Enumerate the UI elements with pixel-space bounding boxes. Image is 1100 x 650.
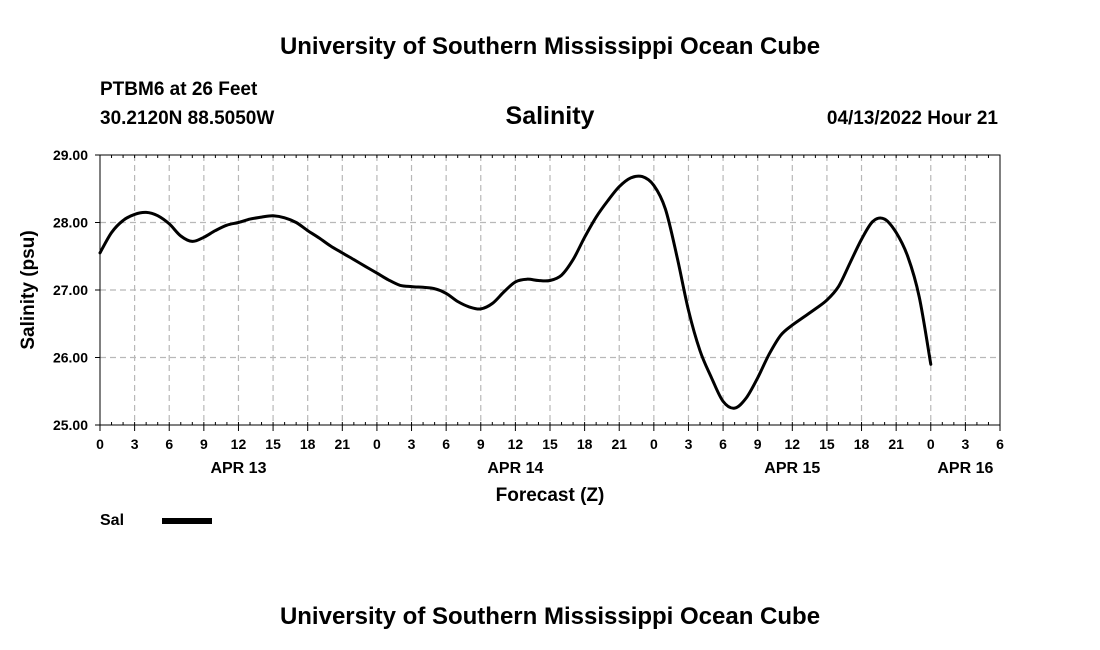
x-tick-label: 0	[927, 436, 935, 452]
x-tick-label: 0	[373, 436, 381, 452]
date-label: APR 15	[764, 460, 820, 477]
y-tick-label: 26.00	[53, 350, 88, 366]
station-label: PTBM6 at 26 Feet	[100, 79, 258, 100]
y-tick-label: 27.00	[53, 282, 88, 298]
y-tick-label: 29.00	[53, 147, 88, 163]
x-tick-label: 21	[888, 436, 904, 452]
x-tick-label: 3	[961, 436, 969, 452]
x-tick-label: 6	[996, 436, 1004, 452]
x-tick-label: 9	[477, 436, 485, 452]
axis-ticks	[95, 154, 1001, 431]
x-tick-label: 0	[96, 436, 104, 452]
x-tick-label: 12	[508, 436, 524, 452]
x-tick-label: 3	[131, 436, 139, 452]
x-tick-label: 15	[542, 436, 558, 452]
y-tick-label: 25.00	[53, 417, 88, 433]
x-tick-label: 3	[408, 436, 416, 452]
x-tick-label: 3	[685, 436, 693, 452]
x-tick-label: 0	[650, 436, 658, 452]
x-tick-label: 18	[577, 436, 593, 452]
y-axis-label: Salinity (psu)	[18, 230, 39, 349]
date-labels: APR 13 APR 14 APR 15 APR 16	[210, 460, 993, 477]
date-label: APR 14	[487, 460, 543, 477]
x-tick-label: 12	[785, 436, 801, 452]
x-tick-label: 9	[200, 436, 208, 452]
y-tick-label: 28.00	[53, 215, 88, 231]
x-tick-label: 9	[754, 436, 762, 452]
x-tick-label: 21	[611, 436, 627, 452]
x-tick-label: 18	[854, 436, 870, 452]
x-tick-label: 6	[719, 436, 727, 452]
datetime-label: 04/13/2022 Hour 21	[827, 108, 999, 129]
x-axis-label: Forecast (Z)	[496, 485, 605, 506]
y-tick-labels: 25.00 26.00 27.00 28.00 29.00	[53, 147, 88, 433]
series-line-sal	[98, 174, 933, 410]
x-tick-label: 15	[265, 436, 281, 452]
chart-title: Salinity	[506, 102, 595, 130]
legend-label-sal: Sal	[100, 512, 124, 529]
date-label: APR 13	[210, 460, 266, 477]
footer-title: University of Southern Mississippi Ocean…	[280, 603, 820, 630]
x-tick-label: 6	[442, 436, 450, 452]
date-label: APR 16	[937, 460, 993, 477]
x-tick-label: 6	[165, 436, 173, 452]
x-tick-label: 15	[819, 436, 835, 452]
coordinates-label: 30.2120N 88.5050W	[100, 108, 274, 129]
grid	[100, 155, 1000, 425]
x-tick-label: 21	[335, 436, 351, 452]
x-tick-label: 18	[300, 436, 316, 452]
page-title: University of Southern Mississippi Ocean…	[280, 33, 820, 60]
x-tick-label: 12	[231, 436, 247, 452]
x-tick-labels: 0 3 6 9 12 15 18 21 0 3 6 9 12 15 18 21 0 3 6 9 12 15 18 21 0 3 6	[96, 436, 1004, 452]
